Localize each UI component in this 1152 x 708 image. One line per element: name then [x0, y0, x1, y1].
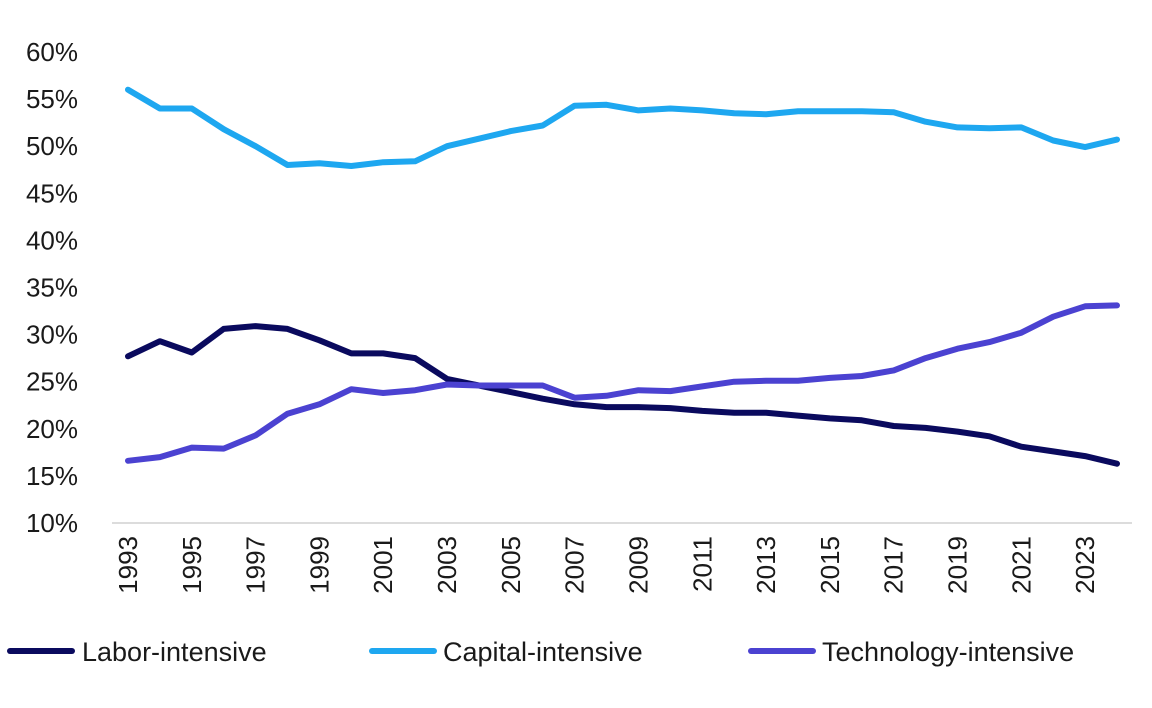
legend-label-labor-intensive: Labor-intensive [82, 637, 267, 667]
x-tick-label: 2017 [879, 536, 909, 594]
y-tick-label: 40% [26, 225, 78, 255]
y-tick-label: 15% [26, 461, 78, 491]
x-tick-label: 2019 [942, 536, 972, 594]
x-tick-label: 2023 [1070, 536, 1100, 594]
y-tick-label: 50% [26, 131, 78, 161]
x-tick-label: 2005 [496, 536, 526, 594]
series-line-technology-intensive [125, 302, 1120, 464]
legend-label-technology-intensive: Technology-intensive [822, 637, 1074, 667]
series-line-labor-intensive [125, 323, 1120, 467]
x-tick-label: 2003 [432, 536, 462, 594]
x-tick-label: 2009 [623, 536, 653, 594]
x-tick-label: 2007 [560, 536, 590, 594]
x-tick-label: 1993 [113, 536, 143, 594]
x-axis-ticks: 1993 1995 1997 1999 2001 2003 2005 2007 2009 2011… [113, 536, 1100, 594]
y-tick-label: 45% [26, 178, 78, 208]
x-tick-label: 1999 [304, 536, 334, 594]
y-tick-label: 10% [26, 508, 78, 538]
x-tick-label: 1995 [177, 536, 207, 594]
x-tick-label: 2001 [368, 536, 398, 594]
x-tick-label: 2015 [815, 536, 845, 594]
legend-label-capital-intensive: Capital-intensive [443, 637, 643, 667]
y-tick-label: 55% [26, 84, 78, 114]
y-tick-label: 25% [26, 367, 78, 397]
y-tick-label: 60% [26, 37, 78, 67]
x-tick-label: 1997 [241, 536, 271, 594]
y-tick-label: 30% [26, 320, 78, 350]
y-axis-ticks: 10% 15% 20% 25% 30% 35% 40% 45% 50% 55% 60% [26, 37, 78, 538]
x-tick-label: 2021 [1006, 536, 1036, 594]
legend: Labor-intensive Capital-intensive Technolo… [7, 637, 1074, 667]
x-tick-label: 2011 [687, 536, 717, 592]
series-lines [125, 86, 1120, 467]
y-tick-label: 20% [26, 414, 78, 444]
x-tick-label: 2013 [751, 536, 781, 594]
y-tick-label: 35% [26, 273, 78, 303]
series-line-capital-intensive [125, 86, 1120, 169]
